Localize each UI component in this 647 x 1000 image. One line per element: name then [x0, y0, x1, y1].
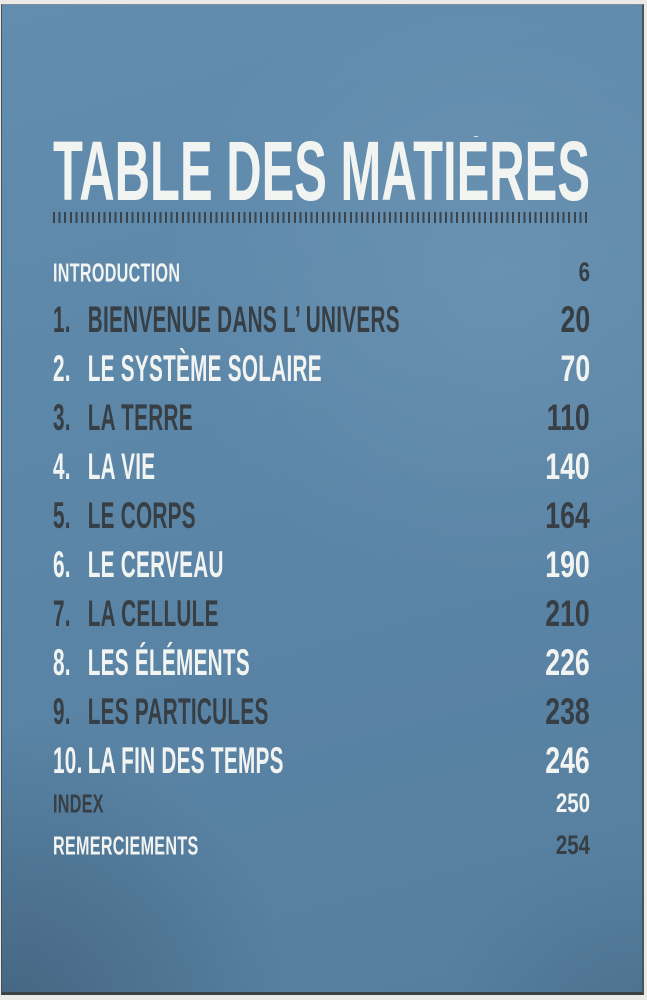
entry-title: BIENVENUE DANS L’ UNIVERS	[87, 298, 400, 340]
entry-title: REMERCIEMENTS	[53, 830, 199, 861]
chapter-number: 2.	[53, 347, 71, 389]
entry-title: LE SYSTÈME SOLAIRE	[87, 347, 322, 389]
chapter-number: 1.	[53, 298, 71, 340]
entry-title: LE CERVEAU	[87, 543, 224, 585]
toc-row-chapter-2: 2. LE SYSTÈME SOLAIRE 70	[53, 344, 590, 393]
page-number: 226	[545, 641, 590, 683]
chapter-number: 10.	[53, 739, 83, 781]
page-title: TABLE DES MATIÈRES	[53, 136, 590, 214]
page-number: 20	[560, 298, 590, 340]
toc-row-chapter-5: 5. LE CORPS 164	[53, 491, 590, 540]
chapter-number: 4.	[53, 445, 71, 487]
page-title-graphic: TABLE DES MATIÈRES	[53, 136, 590, 214]
entry-title: LE CORPS	[87, 494, 196, 536]
page-number: 110	[547, 396, 590, 438]
page-number: 246	[545, 739, 590, 781]
title-dashed-rule	[53, 212, 590, 223]
toc-row-introduction: INTRODUCTION 6	[53, 251, 590, 295]
table-of-contents: INTRODUCTION 6 1. BIENVENUE DANS L’ UNIVE…	[53, 251, 590, 869]
page-number: 164	[545, 494, 590, 536]
chapter-number: 7.	[53, 592, 71, 634]
entry-title: LES ÉLÉMENTS	[87, 641, 250, 683]
page-number: 190	[545, 543, 590, 585]
toc-row-chapter-1: 1. BIENVENUE DANS L’ UNIVERS 20	[53, 295, 590, 344]
page-number: 210	[545, 592, 590, 634]
entry-title: LA VIE	[87, 445, 156, 487]
toc-row-chapter-7: 7. LA CELLULE 210	[53, 589, 590, 638]
toc-row-chapter-9: 9. LES PARTICULES 238	[53, 687, 590, 736]
toc-row-index: INDEX 250	[53, 785, 590, 823]
chapter-number: 9.	[53, 690, 71, 732]
toc-row-chapter-8: 8. LES ÉLÉMENTS 226	[53, 638, 590, 687]
entry-title: INDEX	[53, 788, 104, 819]
chapter-number: 8.	[53, 641, 71, 683]
entry-title: LA FIN DES TEMPS	[87, 739, 284, 781]
page-number: 254	[555, 829, 590, 860]
chapter-number: 3.	[53, 396, 71, 438]
toc-row-remerciements: REMERCIEMENTS 254	[53, 823, 590, 869]
toc-row-chapter-10: 10. LA FIN DES TEMPS 246	[53, 736, 590, 785]
toc-row-chapter-4: 4. LA VIE 140	[53, 442, 590, 491]
chapter-number: 5.	[53, 494, 71, 536]
toc-row-chapter-3: 3. LA TERRE 110	[53, 393, 590, 442]
entry-title: LA CELLULE	[87, 592, 219, 634]
page-number: 70	[560, 347, 590, 389]
page-number: 238	[545, 690, 590, 732]
entry-title: LES PARTICULES	[87, 690, 269, 732]
toc-row-chapter-6: 6. LE CERVEAU 190	[53, 540, 590, 589]
page-number: 6	[578, 256, 590, 287]
page-number: 140	[545, 445, 590, 487]
page-number: 250	[555, 787, 590, 818]
entry-title: INTRODUCTION	[53, 257, 181, 288]
book-page: TABLE DES MATIÈRES INTRODUCTION 6 1. BIEN…	[1, 4, 644, 995]
chapter-number: 6.	[53, 543, 71, 585]
entry-title: LA TERRE	[87, 396, 193, 438]
